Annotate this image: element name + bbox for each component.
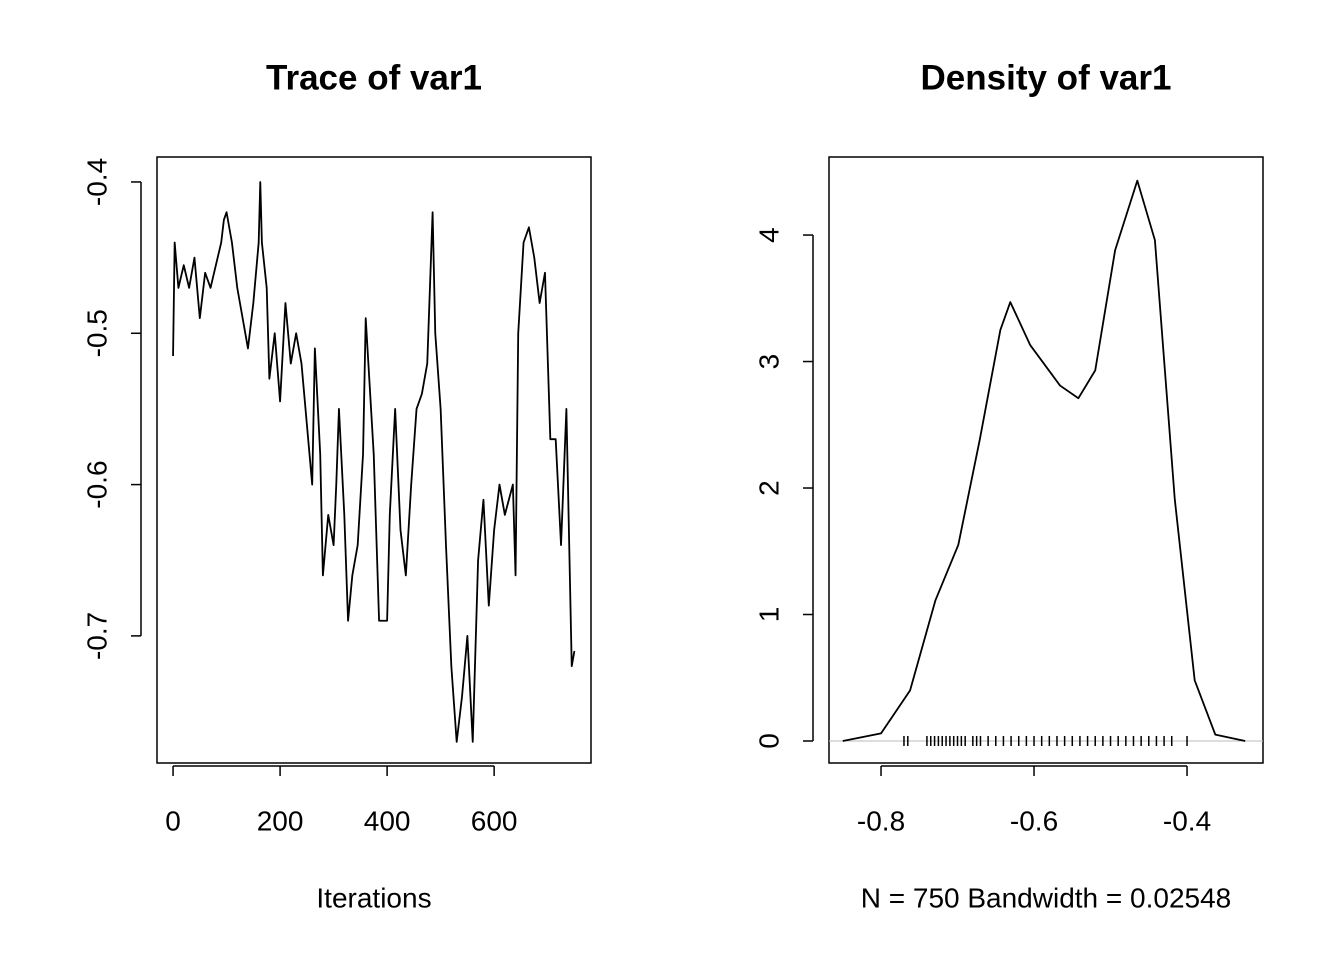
plot-frame bbox=[828, 156, 1264, 764]
y-tick-label: 0 bbox=[753, 733, 784, 749]
x-tick-label: -0.6 bbox=[1010, 805, 1058, 836]
density-line bbox=[842, 179, 1246, 742]
y-tick-label: 2 bbox=[753, 480, 784, 496]
x-tick-label: -0.8 bbox=[857, 805, 905, 836]
chart-title: Density of var1 bbox=[921, 58, 1172, 97]
y-tick-label: -0.4 bbox=[81, 158, 112, 206]
y-tick-label: 4 bbox=[753, 227, 784, 243]
y-tick-label: 3 bbox=[753, 354, 784, 370]
x-axis-label: N = 750 Bandwidth = 0.02548 bbox=[861, 882, 1232, 913]
trace-line bbox=[172, 181, 576, 743]
y-tick-label: -0.5 bbox=[81, 309, 112, 357]
chart-title: Trace of var1 bbox=[266, 58, 482, 97]
x-tick-label: 600 bbox=[471, 805, 518, 836]
x-tick-label: 400 bbox=[364, 805, 411, 836]
x-tick-label: 200 bbox=[257, 805, 304, 836]
y-tick-label: 1 bbox=[753, 607, 784, 623]
y-tick-label: -0.7 bbox=[81, 612, 112, 660]
x-tick-label: -0.4 bbox=[1163, 805, 1211, 836]
x-axis-label: Iterations bbox=[316, 882, 431, 913]
y-tick-label: -0.6 bbox=[81, 460, 112, 508]
x-tick-label: 0 bbox=[165, 805, 181, 836]
plot-frame bbox=[156, 156, 592, 764]
